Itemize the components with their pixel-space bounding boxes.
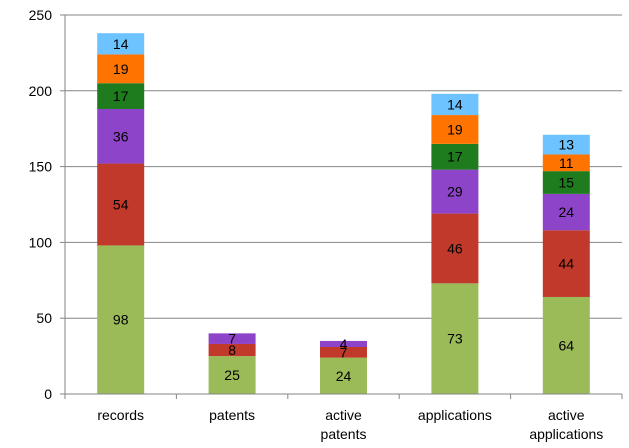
x-category-label: active applications [529, 407, 603, 442]
axes [60, 14, 623, 399]
bar-segment-label: 19 [113, 61, 129, 77]
bar-segment [431, 283, 479, 394]
y-tick-label: 250 [29, 7, 53, 23]
bar-segment [542, 134, 590, 155]
bar-segment [431, 169, 479, 214]
bar-segment [431, 213, 479, 284]
bar-segment [431, 93, 479, 116]
bar-segment-label: 7 [228, 331, 236, 347]
y-tick-label: 0 [44, 386, 52, 402]
bar-segment-label: 36 [113, 128, 129, 144]
bar-segment-label: 19 [447, 121, 463, 137]
bar-segment-label: 24 [559, 204, 575, 220]
bar-segment [320, 357, 367, 394]
bar-segment [97, 33, 145, 55]
bar-segment-label: 14 [447, 96, 463, 112]
bar-segment-label: 17 [113, 88, 129, 104]
bar-segment-label: 8 [228, 342, 236, 358]
bar-segment-label: 64 [559, 337, 575, 353]
bar-segment [208, 356, 256, 394]
gridlines [65, 14, 622, 319]
bar-segment-label: 73 [447, 331, 463, 347]
bar-segment-label: 44 [559, 256, 575, 272]
bar-segment-label: 4 [340, 336, 348, 352]
bar-segment [542, 193, 590, 231]
bar-segment-label: 98 [113, 312, 129, 328]
bar-segment-label: 17 [447, 149, 463, 165]
x-category-label: active patents [321, 407, 367, 442]
bar-segment-label: 24 [336, 368, 352, 384]
bar-segment [208, 333, 256, 344]
x-category-label: patents [209, 407, 255, 423]
y-tick-label: 100 [29, 234, 53, 250]
bar-segment-label: 46 [447, 240, 463, 256]
bar-segment [542, 154, 590, 172]
bar-segment [97, 163, 145, 246]
bar-segment [431, 115, 479, 144]
bar-segment [542, 171, 590, 194]
bar-segment [542, 230, 590, 297]
bar-segment [97, 108, 145, 164]
bar-segment-label: 15 [559, 175, 575, 191]
bar-segment-label: 54 [113, 197, 129, 213]
bar-segment [542, 296, 590, 394]
x-category-label: records [97, 407, 144, 423]
bar-segment-label: 11 [559, 155, 574, 171]
bar-segment [431, 143, 479, 170]
bar-segment-label: 7 [340, 344, 348, 360]
y-axis-tick-labels: 0 50 100 150 200 250 [29, 7, 53, 402]
bar-segment [97, 54, 145, 84]
x-axis-category-labels: records patents active patents applications a… [97, 407, 603, 442]
bar-segment-label: 14 [113, 36, 129, 52]
bar-segment [97, 245, 145, 394]
x-category-label: applications [418, 407, 492, 423]
bar-segment-label: 25 [224, 367, 240, 383]
y-tick-label: 150 [29, 159, 53, 175]
bar-segment [320, 340, 367, 348]
bar-segment [97, 83, 145, 109]
y-tick-label: 50 [36, 310, 52, 326]
bar-segment [208, 343, 256, 357]
y-tick-label: 200 [29, 83, 53, 99]
bar-segment-label: 13 [559, 137, 575, 153]
bar-segment-label: 29 [447, 184, 463, 200]
bar-segment [320, 347, 367, 358]
